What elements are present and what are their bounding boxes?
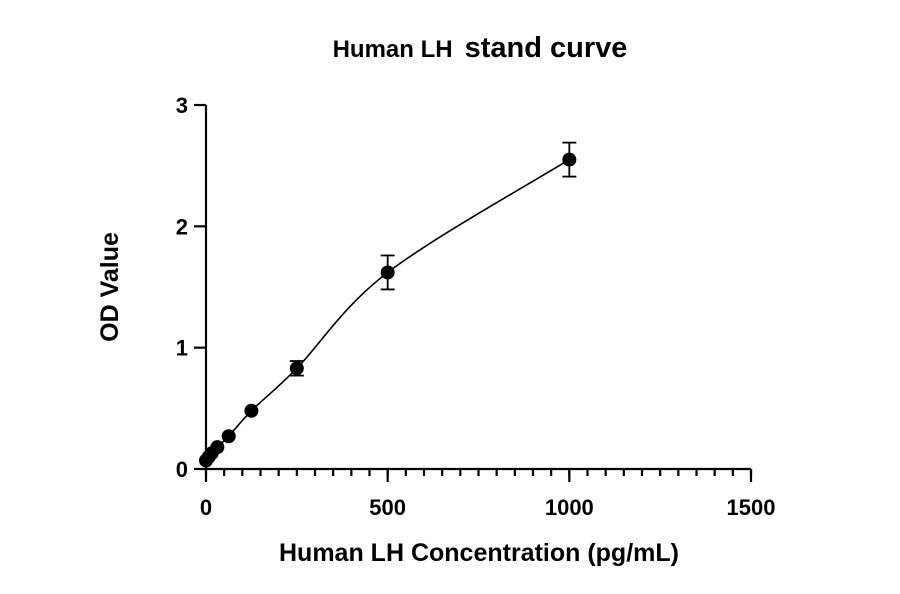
y-tick-label: 3 bbox=[176, 93, 188, 118]
y-axis-label: OD Value bbox=[96, 232, 124, 342]
data-point bbox=[221, 429, 236, 444]
x-tick-label: 1500 bbox=[727, 495, 776, 520]
chart-title: Human LH stand curve bbox=[333, 32, 628, 64]
fit-curve-layer bbox=[205, 158, 570, 461]
x-tick-label: 1000 bbox=[545, 495, 594, 520]
x-axis-label: Human LH Concentration (pg/mL) bbox=[279, 539, 679, 567]
data-point bbox=[380, 265, 395, 280]
fit-curve bbox=[205, 158, 570, 461]
x-tick-label: 500 bbox=[369, 495, 406, 520]
data-point bbox=[244, 403, 259, 418]
data-point bbox=[289, 361, 304, 376]
data-point bbox=[210, 440, 225, 455]
y-tick-label: 0 bbox=[176, 457, 188, 482]
y-tick-label: 2 bbox=[176, 214, 188, 239]
chart-title-part1: Human LH bbox=[333, 36, 453, 63]
data-point bbox=[562, 152, 577, 167]
ticks: 0 1 2 3 0 500 1000 1500 bbox=[176, 93, 776, 520]
x-tick-label: 0 bbox=[200, 495, 212, 520]
points-layer bbox=[199, 141, 577, 468]
chart-title-part2: stand curve bbox=[465, 32, 628, 64]
axes bbox=[204, 105, 751, 471]
y-tick-label: 1 bbox=[176, 336, 188, 361]
